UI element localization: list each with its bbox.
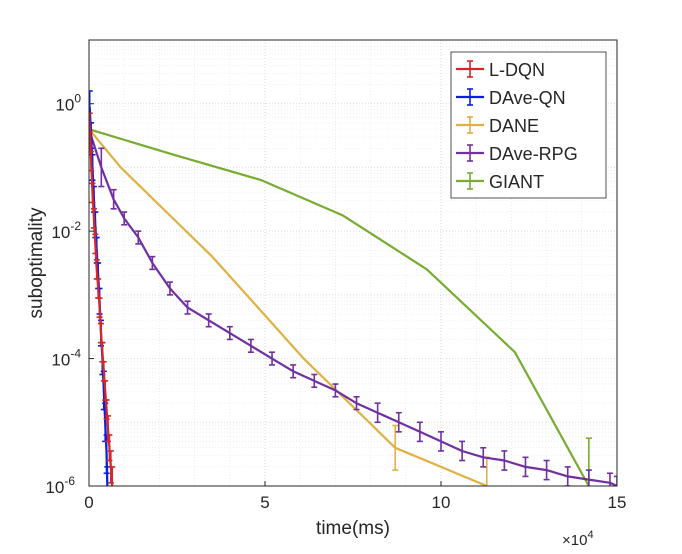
x-multiplier-exp: 4	[587, 529, 593, 541]
y-axis-label: suboptimality	[26, 207, 47, 318]
line-dane	[89, 128, 488, 486]
x-axis-label: time(ms)	[316, 518, 390, 539]
line-giant	[89, 128, 590, 486]
legend-label-giant: GIANT	[489, 172, 544, 192]
y-tick-base: 10	[51, 351, 70, 370]
legend-label-dave-rpg: DAve-RPG	[489, 144, 578, 164]
y-tick-label: 10-4	[51, 347, 81, 370]
legend-item-dane: DANE	[456, 116, 539, 136]
y-tick-label: 10-6	[45, 474, 75, 497]
legend: L-DQN DAve-QN DANE DAve-RPG GIANT	[450, 51, 607, 199]
y-tick-exp: 0	[74, 92, 81, 106]
series-l-dqn	[89, 112, 116, 486]
legend-item-giant: GIANT	[456, 172, 544, 192]
legend-label-dane: DANE	[489, 116, 539, 136]
x-multiplier-base: ×10	[562, 532, 587, 549]
x-tick-label: 15	[608, 493, 627, 512]
x-tick-label: 0	[84, 493, 93, 512]
y-tick-exp: -2	[70, 219, 81, 233]
plot-frame	[88, 39, 618, 487]
y-tick-exp: -6	[64, 474, 75, 488]
legend-item-dave-rpg: DAve-RPG	[456, 144, 578, 164]
legend-item-l-dqn: L-DQN	[456, 60, 545, 80]
series-layer	[89, 90, 617, 486]
y-tick-base: 10	[55, 96, 74, 115]
grid	[89, 40, 617, 486]
legend-label-dave-qn: DAve-QN	[489, 88, 566, 108]
y-tick-base: 10	[45, 478, 64, 497]
y-tick-base: 10	[51, 223, 70, 242]
x-tick-label: 10	[432, 493, 451, 512]
legend-label-l-dqn: L-DQN	[489, 60, 545, 80]
legend-item-dave-qn: DAve-QN	[456, 88, 566, 108]
y-tick-label: 10-2	[51, 219, 81, 242]
x-tick-label: 5	[260, 493, 269, 512]
x-multiplier: ×104	[562, 529, 594, 549]
y-tick-exp: -4	[70, 347, 81, 361]
series-giant	[89, 128, 592, 486]
y-tick-label: 100	[55, 92, 81, 115]
